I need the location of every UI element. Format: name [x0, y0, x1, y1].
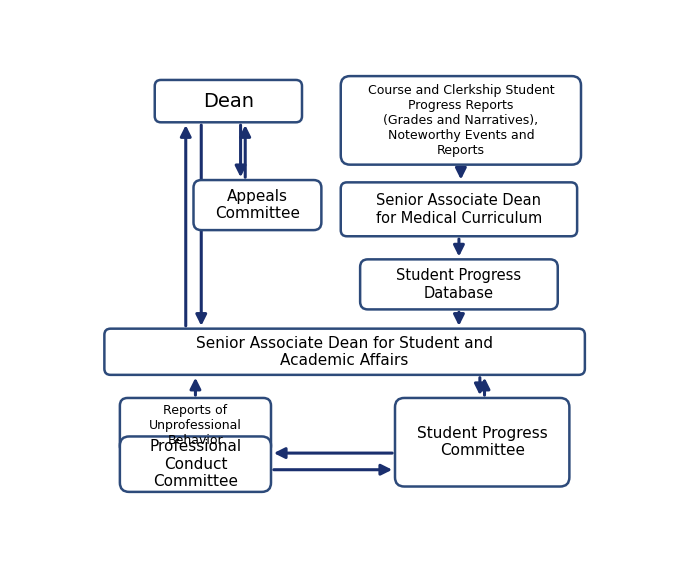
FancyBboxPatch shape	[120, 437, 271, 492]
Text: Senior Associate Dean for Student and
Academic Affairs: Senior Associate Dean for Student and Ac…	[196, 336, 493, 368]
FancyBboxPatch shape	[120, 398, 271, 453]
Text: Professional
Conduct
Committee: Professional Conduct Committee	[150, 439, 241, 489]
FancyBboxPatch shape	[104, 329, 585, 375]
Text: Student Progress
Database: Student Progress Database	[396, 268, 522, 300]
Text: Appeals
Committee: Appeals Committee	[215, 189, 300, 221]
FancyBboxPatch shape	[360, 259, 558, 310]
Text: Reports of
Unprofessional
Behavior: Reports of Unprofessional Behavior	[149, 404, 242, 447]
FancyBboxPatch shape	[194, 180, 322, 230]
FancyBboxPatch shape	[341, 76, 581, 165]
Text: Senior Associate Dean
for Medical Curriculum: Senior Associate Dean for Medical Curric…	[376, 193, 542, 226]
Text: Dean: Dean	[203, 92, 254, 111]
FancyBboxPatch shape	[341, 182, 577, 236]
Text: Student Progress
Committee: Student Progress Committee	[417, 426, 547, 458]
FancyBboxPatch shape	[395, 398, 569, 487]
FancyBboxPatch shape	[155, 80, 302, 123]
Text: Course and Clerkship Student
Progress Reports
(Grades and Narratives),
Noteworth: Course and Clerkship Student Progress Re…	[368, 84, 554, 157]
